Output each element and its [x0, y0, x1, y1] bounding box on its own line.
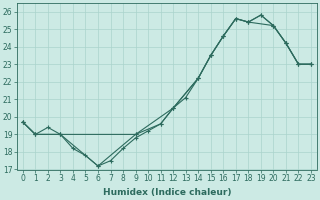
X-axis label: Humidex (Indice chaleur): Humidex (Indice chaleur) — [103, 188, 231, 197]
